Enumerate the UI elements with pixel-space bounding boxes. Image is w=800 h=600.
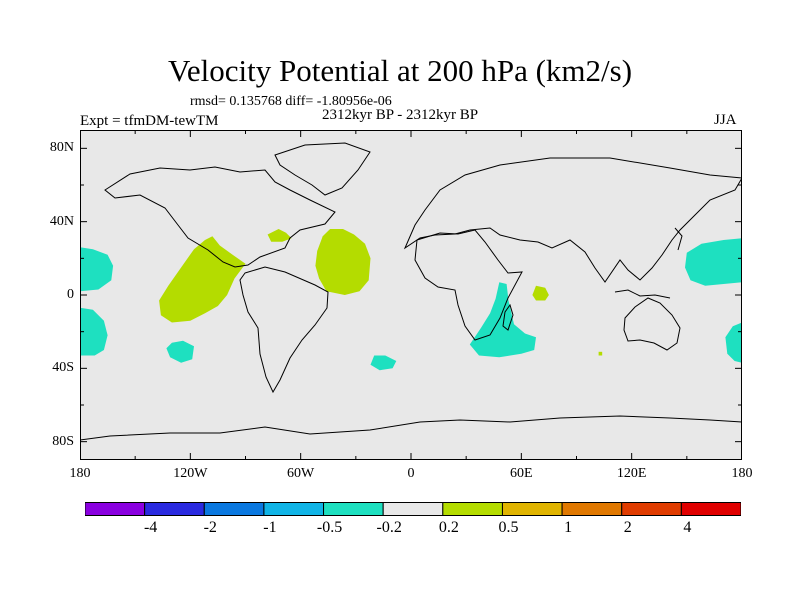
x-tick-label: 120E — [616, 466, 647, 481]
colorbar-swatch — [382, 502, 444, 516]
stats-text: rmsd= 0.135768 diff= -1.80956e-06 — [190, 94, 392, 109]
colorbar-level-label: 0.2 — [438, 519, 459, 536]
colorbar-level-label: 2 — [623, 519, 632, 536]
colorbar-level-label: -2 — [203, 519, 217, 536]
colorbar-swatch — [263, 502, 325, 516]
contour-region-8 — [159, 236, 246, 323]
y-tick-label: 40S — [52, 360, 74, 376]
colorbar-swatch — [442, 502, 503, 516]
colorbar-swatch — [680, 502, 741, 516]
coastline-japan — [674, 227, 683, 251]
colorbar-swatch — [323, 502, 384, 516]
y-tick-label: 40N — [49, 213, 74, 229]
coastline-antarctica — [80, 415, 742, 441]
contour-region-6 — [685, 238, 742, 286]
y-tick-label: 0 — [67, 287, 74, 302]
contour-regions — [80, 229, 742, 371]
colorbar-swatch — [203, 502, 265, 516]
contour-region-4 — [370, 355, 397, 371]
contour-region-1 — [80, 247, 114, 292]
colorbar-level-label: -0.2 — [376, 519, 402, 536]
colorbar-swatch — [85, 502, 146, 516]
map-plot — [80, 130, 742, 460]
colorbar-level-label: 4 — [683, 519, 692, 536]
coastline-africa — [414, 229, 523, 341]
contour-region-5 — [469, 282, 536, 358]
y-tick-label: 80S — [52, 433, 74, 449]
colorbar-level-label: -0.5 — [316, 519, 343, 536]
x-tick-label: 120W — [173, 466, 208, 481]
coastline-south-america — [239, 266, 329, 394]
coastline-indonesia — [614, 289, 671, 299]
coastline-australia — [623, 297, 681, 351]
coastline-madagascar — [502, 303, 514, 331]
contour-region-10 — [315, 229, 371, 295]
contour-region-2 — [80, 307, 108, 356]
contour-region-7 — [725, 322, 742, 363]
x-tick-label: 180 — [731, 466, 753, 481]
coastline-greenland — [274, 142, 371, 196]
colorbar-swatch — [144, 502, 205, 516]
x-tick-label: 180 — [69, 466, 91, 481]
period-label: 2312kyr BP - 2312kyr BP — [322, 107, 479, 123]
colorbar — [85, 502, 741, 516]
axis-ticks — [80, 130, 742, 460]
x-tick-label: 60E — [510, 466, 533, 481]
chart-title: Velocity Potential at 200 hPa (km2/s) — [167, 53, 633, 88]
colorbar-level-label: -4 — [143, 519, 158, 536]
colorbar-level-label: -1 — [263, 519, 277, 536]
coastline-north-america — [104, 166, 336, 268]
contour-region-3 — [166, 340, 194, 363]
x-tick-label: 60W — [287, 466, 315, 481]
experiment-label: Expt = tfmDM-tewTM — [80, 113, 219, 129]
coastlines — [80, 142, 742, 441]
contour-region-11 — [532, 285, 549, 301]
x-tick-label: 0 — [407, 466, 415, 481]
contour-region-12 — [598, 351, 603, 356]
coastline-eurasia — [403, 157, 742, 283]
colorbar-swatch — [621, 502, 682, 516]
colorbar-swatch — [501, 502, 563, 516]
colorbar-level-label: 1 — [564, 519, 573, 536]
colorbar-swatch — [561, 502, 623, 516]
season-label: JJA — [714, 112, 737, 128]
y-tick-label: 80N — [49, 140, 74, 156]
colorbar-level-label: 0.5 — [498, 519, 519, 536]
contour-region-9 — [267, 229, 292, 242]
